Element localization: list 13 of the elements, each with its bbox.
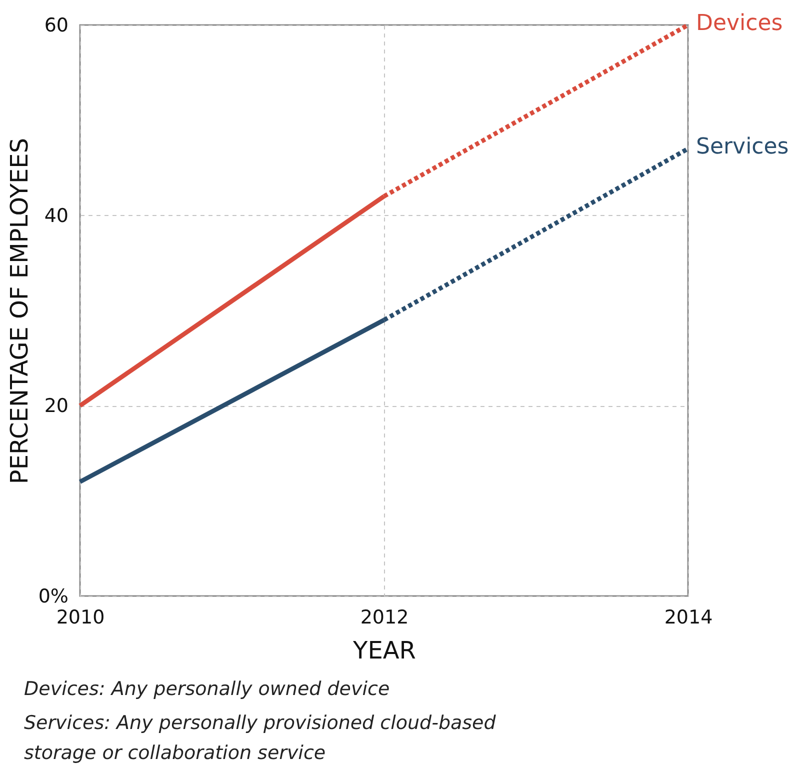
x-tick-label: 2010 xyxy=(56,606,105,628)
series-label: Services xyxy=(696,134,789,160)
text: Devices: Any personally owned device xyxy=(24,678,390,700)
x-tick-label: 2014 xyxy=(664,606,713,628)
y-tick-label: 40 xyxy=(44,204,68,227)
series-label: Devices xyxy=(696,11,783,36)
y-axis-title: PERCENTAGE OF EMPLOYEES xyxy=(5,138,34,484)
x-tick-label: 2012 xyxy=(360,606,409,628)
y-tick-label: 60 xyxy=(44,14,68,36)
x-axis-title: YEAR xyxy=(352,636,416,664)
y-tick-label: 20 xyxy=(44,395,68,418)
text: Services: Any personally provisioned cloud-based storage or collaboration service xyxy=(24,712,497,764)
y-tick-label: 0% xyxy=(38,586,68,608)
